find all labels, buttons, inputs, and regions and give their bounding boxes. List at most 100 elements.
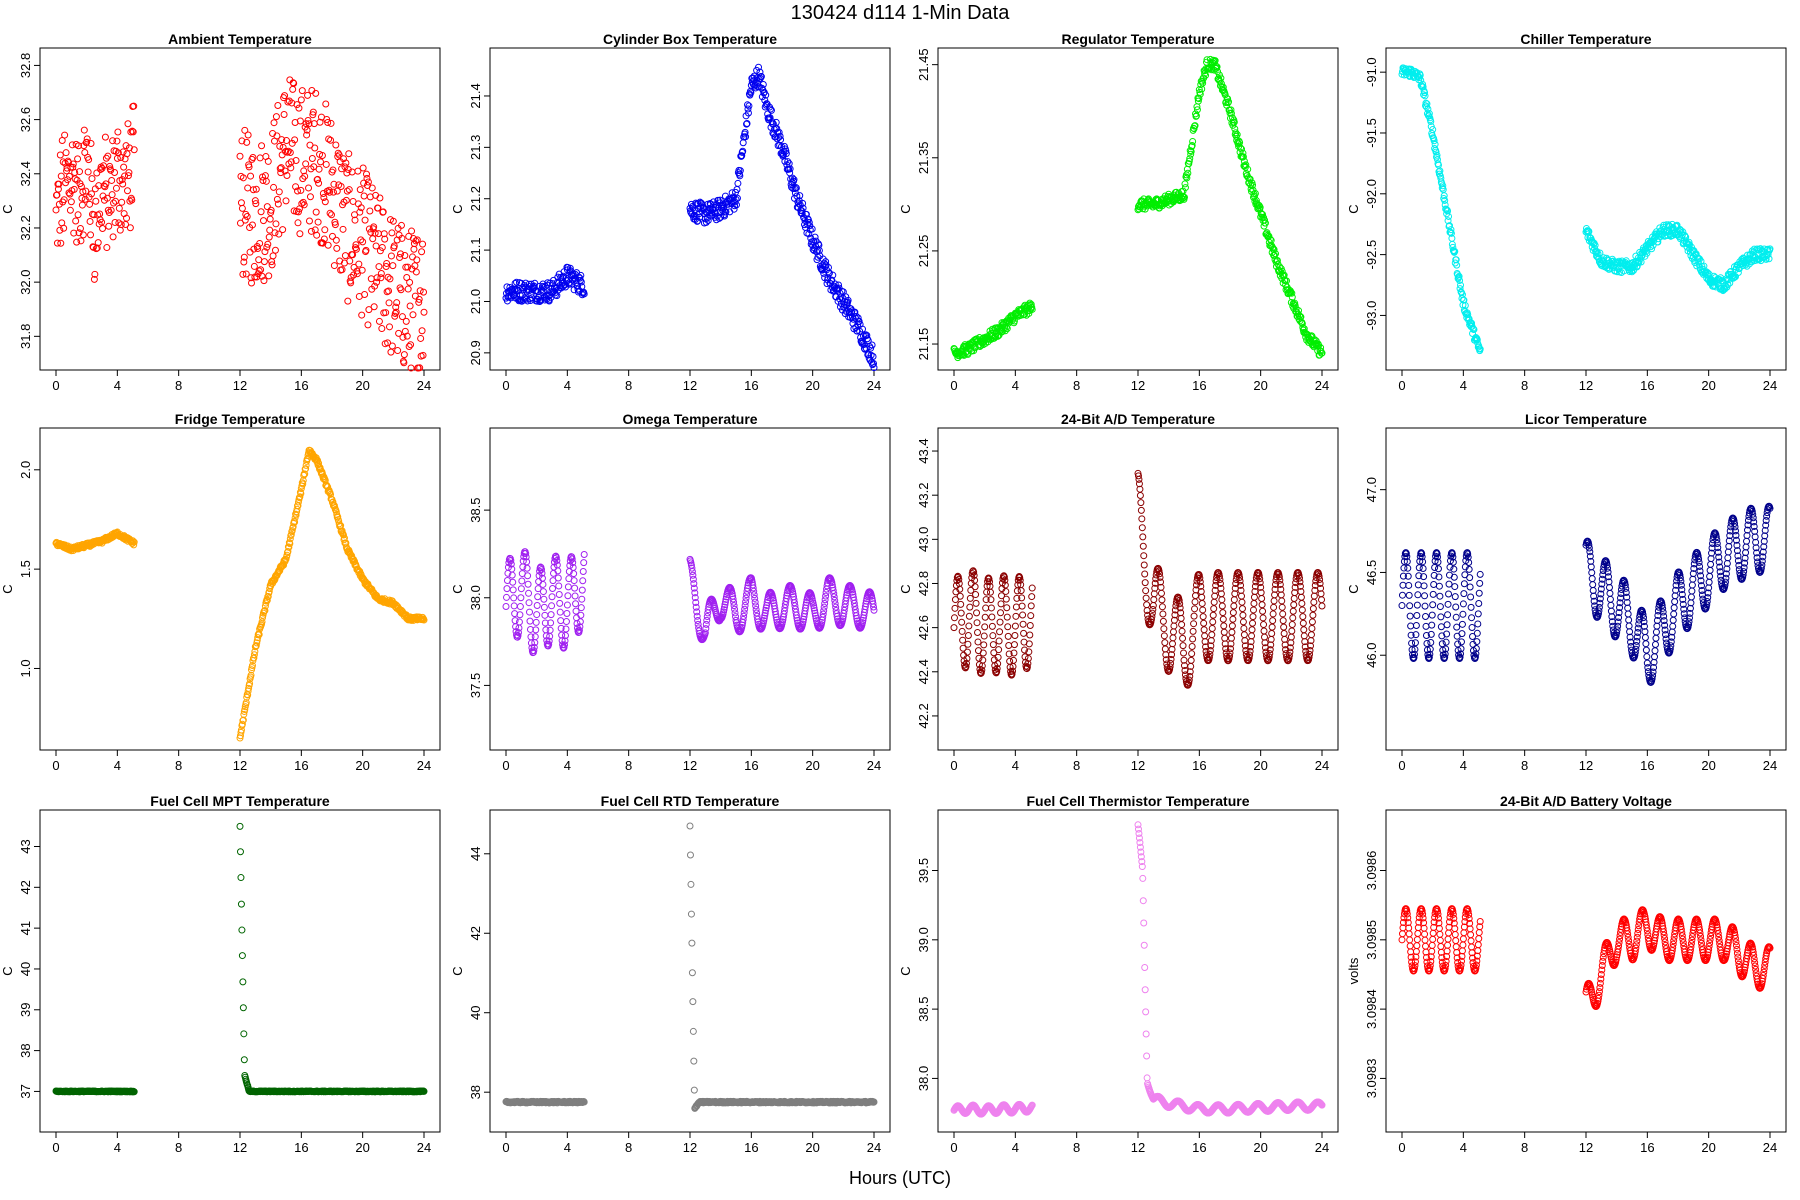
data-point bbox=[304, 91, 312, 99]
data-point bbox=[761, 612, 769, 620]
data-point bbox=[1459, 600, 1467, 608]
data-point bbox=[1419, 558, 1427, 566]
data-point bbox=[300, 167, 308, 175]
data-point bbox=[1156, 570, 1164, 578]
data-point bbox=[280, 110, 288, 118]
data-point bbox=[510, 602, 518, 610]
data-point bbox=[1162, 656, 1170, 664]
data-point bbox=[516, 611, 524, 619]
data-point bbox=[704, 606, 712, 614]
data-point bbox=[1222, 645, 1230, 653]
data-point bbox=[982, 604, 990, 612]
data-point bbox=[333, 244, 341, 252]
data-point bbox=[1228, 622, 1236, 630]
data-point bbox=[290, 79, 298, 87]
data-point bbox=[1180, 193, 1188, 201]
data-point bbox=[1261, 216, 1268, 224]
data-point bbox=[1005, 650, 1013, 658]
data-point bbox=[1149, 605, 1157, 613]
data-point bbox=[1249, 181, 1257, 189]
data-point bbox=[1585, 544, 1593, 552]
data-point bbox=[1429, 590, 1437, 598]
data-point bbox=[1184, 169, 1192, 177]
data-point bbox=[971, 583, 979, 591]
y-tick-label: 37.5 bbox=[468, 673, 483, 698]
data-point bbox=[1669, 622, 1677, 630]
data-point bbox=[236, 219, 244, 227]
data-point bbox=[1269, 617, 1277, 625]
data-point bbox=[862, 344, 870, 352]
data-point bbox=[1273, 256, 1281, 264]
data-point bbox=[974, 638, 982, 646]
data-point bbox=[1027, 300, 1035, 308]
data-point bbox=[259, 217, 267, 225]
data-point bbox=[1188, 142, 1196, 150]
data-point bbox=[738, 152, 746, 160]
data-point bbox=[1317, 584, 1325, 592]
data-point bbox=[1287, 288, 1295, 296]
data-point bbox=[1190, 612, 1198, 620]
data-point bbox=[412, 237, 420, 245]
data-point bbox=[314, 175, 322, 183]
data-point bbox=[533, 611, 541, 619]
data-point bbox=[1310, 598, 1318, 606]
data-point bbox=[1469, 329, 1477, 337]
data-point bbox=[526, 608, 534, 616]
data-point bbox=[345, 186, 353, 194]
y-tick-label: 42 bbox=[18, 880, 33, 894]
data-point bbox=[1460, 590, 1468, 598]
data-point bbox=[1452, 603, 1460, 611]
data-point bbox=[1447, 229, 1455, 237]
y-tick-label: 38.5 bbox=[468, 497, 483, 522]
data-point bbox=[56, 226, 64, 234]
data-point bbox=[126, 224, 134, 232]
data-point bbox=[548, 593, 556, 601]
data-point bbox=[282, 137, 290, 145]
data-point bbox=[741, 605, 749, 613]
data-point bbox=[258, 272, 266, 280]
data-point bbox=[1140, 552, 1148, 560]
data-point bbox=[118, 198, 126, 206]
data-point bbox=[751, 598, 759, 606]
data-point bbox=[1259, 607, 1267, 615]
data-point bbox=[1210, 598, 1218, 606]
data-point bbox=[274, 200, 282, 208]
data-point bbox=[73, 238, 81, 246]
data-point bbox=[1266, 235, 1274, 243]
data-point bbox=[1301, 643, 1309, 651]
data-point bbox=[786, 165, 794, 173]
data-point bbox=[760, 614, 768, 622]
x-tick-label: 0 bbox=[52, 378, 59, 393]
data-point bbox=[1238, 598, 1246, 606]
data-point bbox=[380, 230, 388, 238]
data-point bbox=[419, 351, 427, 359]
x-tick-label: 0 bbox=[950, 758, 957, 773]
data-point bbox=[94, 239, 102, 247]
data-point bbox=[239, 270, 247, 278]
data-point bbox=[1297, 593, 1305, 601]
data-point bbox=[1400, 564, 1408, 572]
data-point bbox=[1181, 180, 1189, 188]
data-point bbox=[1435, 582, 1443, 590]
data-point bbox=[1414, 591, 1422, 599]
data-point bbox=[334, 513, 342, 521]
data-point bbox=[985, 575, 993, 583]
data-point bbox=[755, 63, 763, 71]
data-point bbox=[387, 252, 395, 260]
data-point bbox=[1239, 618, 1247, 626]
data-point bbox=[955, 575, 963, 583]
data-point bbox=[376, 247, 384, 255]
data-point bbox=[956, 592, 964, 600]
data-point bbox=[409, 253, 416, 261]
data-point bbox=[391, 312, 399, 320]
data-point bbox=[822, 261, 830, 269]
data-point bbox=[103, 194, 111, 202]
data-point bbox=[808, 225, 816, 233]
data-point bbox=[769, 597, 777, 605]
data-point bbox=[793, 614, 801, 622]
data-point bbox=[335, 151, 343, 159]
data-point bbox=[1743, 262, 1751, 270]
data-point bbox=[1687, 593, 1695, 601]
data-point bbox=[1256, 575, 1264, 583]
data-point bbox=[1001, 327, 1009, 335]
